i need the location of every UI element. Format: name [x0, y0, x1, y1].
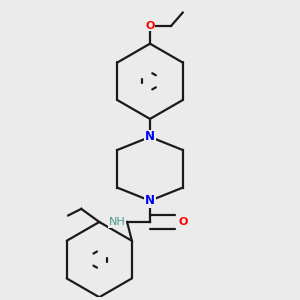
Text: N: N	[145, 194, 155, 207]
Text: N: N	[145, 130, 155, 143]
Text: O: O	[145, 21, 155, 31]
Text: NH: NH	[109, 217, 126, 227]
Text: O: O	[178, 217, 188, 227]
